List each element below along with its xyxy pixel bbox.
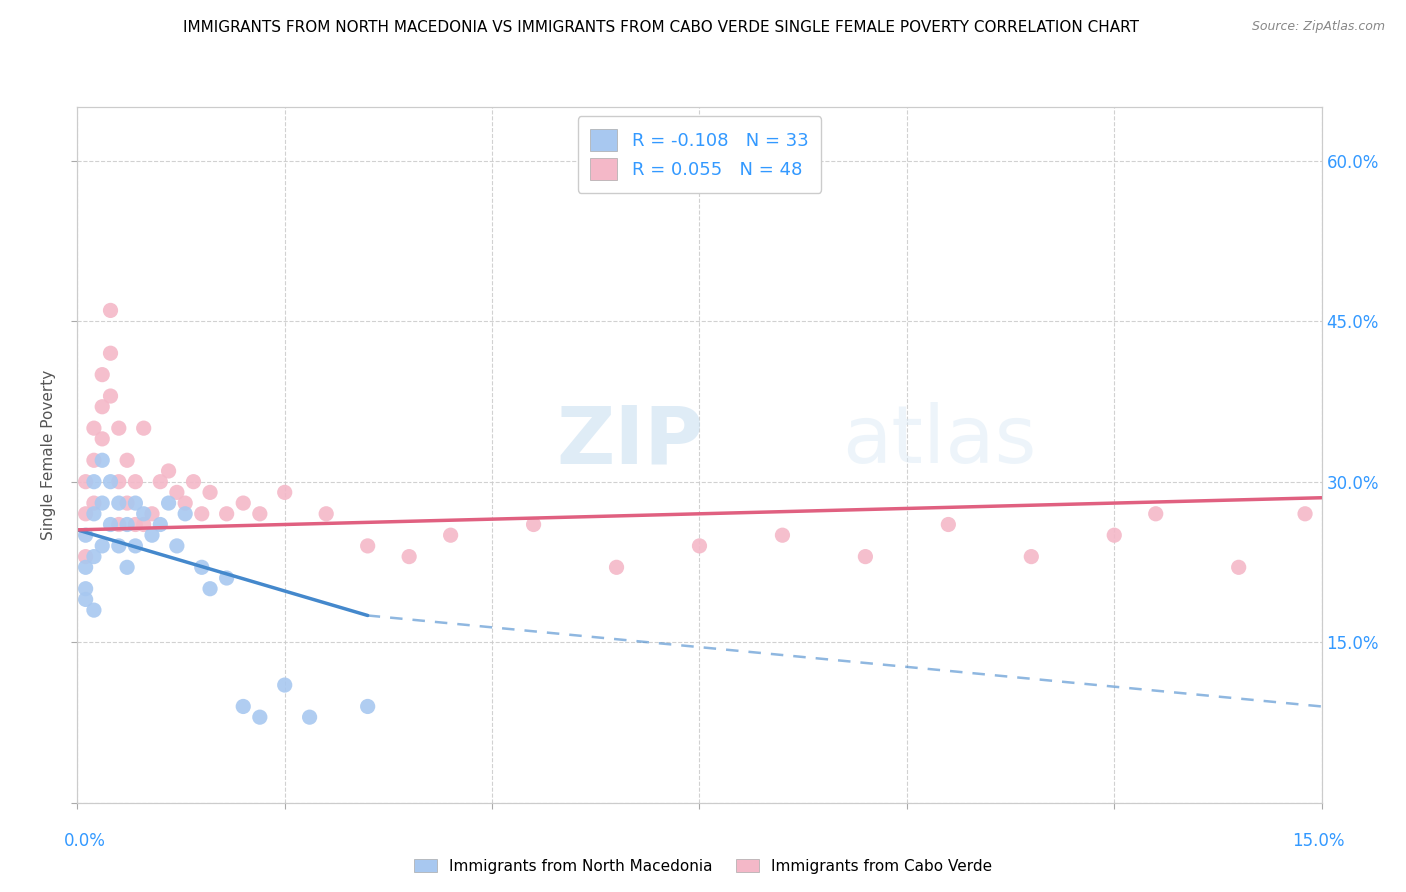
Point [83,475,105,489]
Point [75,582,97,596]
Legend: Immigrants from North Macedonia, Immigrants from Cabo Verde: Immigrants from North Macedonia, Immigra… [408,853,998,880]
Point [157,496,180,510]
Point [215,507,238,521]
Point [91,368,114,382]
Point [149,517,172,532]
Point [91,432,114,446]
Point [198,582,221,596]
Point [108,475,131,489]
Point [115,517,138,532]
Point [124,496,146,510]
Point [174,496,197,510]
Point [100,475,122,489]
Point [100,389,122,403]
Point [357,699,380,714]
Point [75,528,97,542]
Text: IMMIGRANTS FROM NORTH MACEDONIA VS IMMIGRANTS FROM CABO VERDE SINGLE FEMALE POVE: IMMIGRANTS FROM NORTH MACEDONIA VS IMMIG… [183,20,1139,35]
Point [249,507,271,521]
Point [249,710,271,724]
Point [398,549,420,564]
Point [132,517,155,532]
Text: atlas: atlas [842,402,1038,480]
Point [141,528,163,542]
Point [855,549,877,564]
Point [183,475,205,489]
Y-axis label: Single Female Poverty: Single Female Poverty [41,370,56,540]
Point [938,517,960,532]
Point [274,678,297,692]
Point [75,475,97,489]
Point [91,496,114,510]
Point [75,592,97,607]
Point [124,539,146,553]
Point [689,539,711,553]
Point [1227,560,1250,574]
Point [100,303,122,318]
Point [357,539,380,553]
Point [91,400,114,414]
Point [124,517,146,532]
Point [75,560,97,574]
Text: Source: ZipAtlas.com: Source: ZipAtlas.com [1251,20,1385,33]
Text: 15.0%: 15.0% [1292,832,1346,850]
Point [166,539,188,553]
Point [83,496,105,510]
Point [174,507,197,521]
Point [91,453,114,467]
Point [198,485,221,500]
Point [108,539,131,553]
Point [115,560,138,574]
Point [1104,528,1126,542]
Point [115,496,138,510]
Legend: R = -0.108   N = 33, R = 0.055   N = 48: R = -0.108 N = 33, R = 0.055 N = 48 [578,116,821,193]
Point [191,507,214,521]
Point [1294,507,1316,521]
Point [1144,507,1167,521]
Point [1021,549,1043,564]
Point [108,496,131,510]
Point [91,539,114,553]
Point [100,346,122,360]
Point [232,496,254,510]
Point [232,699,254,714]
Point [132,507,155,521]
Point [83,603,105,617]
Point [298,710,321,724]
Point [215,571,238,585]
Point [83,507,105,521]
Text: 0.0%: 0.0% [63,832,105,850]
Point [523,517,546,532]
Point [100,517,122,532]
Point [772,528,794,542]
Point [108,421,131,435]
Point [83,453,105,467]
Point [606,560,628,574]
Point [141,507,163,521]
Point [75,507,97,521]
Point [83,549,105,564]
Point [115,453,138,467]
Point [83,421,105,435]
Point [108,517,131,532]
Point [132,421,155,435]
Point [157,464,180,478]
Point [124,475,146,489]
Point [166,485,188,500]
Point [75,549,97,564]
Point [191,560,214,574]
Text: ZIP: ZIP [557,402,703,480]
Point [149,475,172,489]
Point [315,507,337,521]
Point [440,528,463,542]
Point [274,485,297,500]
